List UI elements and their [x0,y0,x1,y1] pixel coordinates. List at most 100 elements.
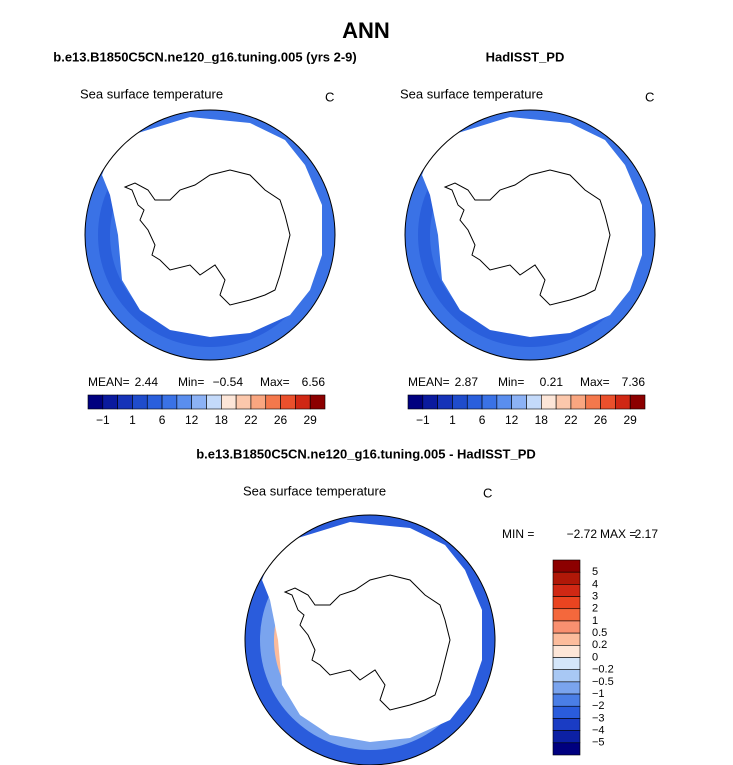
colorbar-box [552,705,581,719]
units: C [483,485,492,500]
stat-mean-label: MEAN= [88,375,130,389]
colorbar-box [295,394,311,410]
colorbar-box [132,394,148,410]
colorbar-label: −3 [592,712,605,724]
colorbar-label: 3 [592,590,598,602]
colorbar-box [552,742,581,756]
polar-map [245,515,495,765]
colorbar-label: 0.2 [592,639,607,651]
colorbar-box [629,394,646,410]
polar-map [85,110,335,360]
field-name: Sea surface temperature [243,483,386,498]
figure-title: ANN [342,18,390,43]
colorbar-label: 1 [129,413,136,427]
colorbar-box [552,718,581,731]
colorbar-box [552,620,581,634]
stat-min-label: Min= [498,375,524,389]
colorbar-label: 1 [592,615,598,627]
colorbar-box [552,669,581,683]
colorbar-label: 18 [535,413,549,427]
colorbar-label: 6 [159,413,166,427]
colorbar-label: 22 [564,413,578,427]
colorbar-box [146,394,163,410]
colorbar-box [206,394,222,410]
colorbar-box [552,681,581,695]
map-border [84,109,336,361]
colorbar-box [481,394,498,410]
colorbar-label: −5 [592,737,605,749]
stat-mean-label: MEAN= [408,375,450,389]
stat-max: 6.56 [302,375,326,389]
colorbar-label: −4 [592,725,605,737]
colorbar-label: 29 [624,413,638,427]
colorbar-box [552,657,581,670]
stat-min: 0.21 [540,375,564,389]
panel-subtitle: b.e13.B1850C5CN.ne120_g16.tuning.005 - H… [196,446,536,461]
colorbar-label: 4 [592,578,598,590]
colorbar-box [309,394,326,410]
colorbar-label: 0 [592,651,598,663]
colorbar-box [541,394,557,410]
colorbar-box [600,394,616,410]
colorbar-box [265,394,281,410]
polar-map [405,110,655,360]
stat-min: −0.54 [213,375,244,389]
sea-ice-region [102,117,322,337]
colorbar-box [437,394,453,410]
colorbar-box [585,394,601,410]
colorbar-box [570,394,587,410]
colorbar-box [552,559,581,573]
stat-mean: 2.44 [135,375,159,389]
antarctica-coastline [443,169,611,306]
colorbar-box [552,730,581,744]
field-name: Sea surface temperature [80,86,223,101]
colorbar-label: −1 [592,688,605,700]
colorbar-box [250,394,267,410]
colorbar-box [552,632,581,646]
colorbar-box [511,394,527,410]
colorbar-label: −1 [96,413,110,427]
colorbar-box [102,394,118,410]
colorbar-box [466,394,483,410]
stat-max-label: Max= [580,375,610,389]
colorbar-label: 26 [274,413,288,427]
sea-ice-region [262,522,482,742]
colorbar-box [87,394,104,410]
colorbar-box [422,394,438,410]
colorbar-label: 29 [304,413,318,427]
colorbar-label: −0.5 [592,676,614,688]
colorbar-label: 5 [592,566,598,578]
colorbar-label: −0.2 [592,664,614,676]
colorbar-label: 18 [215,413,229,427]
stat-mean: 2.87 [455,375,479,389]
panel-subtitle: HadISST_PD [486,49,565,64]
colorbar-box [552,584,581,597]
colorbar-box [552,596,581,610]
colorbar-box [176,394,192,410]
range-min-label: MIN = [502,527,534,541]
sea-ice-region [422,117,642,337]
colorbar-label: 12 [505,413,519,427]
colorbar-box [555,394,572,410]
colorbar-box [552,608,581,622]
colorbar-box [191,394,207,410]
antarctica-coastline [123,169,291,306]
colorbar-box [452,394,468,410]
colorbar-box [235,394,252,410]
colorbar-box [496,394,512,410]
colorbar-label: 2 [592,603,598,615]
colorbar-box [552,645,581,658]
colorbar-box [280,394,296,410]
colorbar-box [526,394,542,410]
colorbar-box [407,394,424,410]
colorbar-label: 0.5 [592,627,607,639]
range-max-label: MAX = [600,527,636,541]
units: C [325,89,334,104]
colorbar-box [221,394,237,410]
colorbar-label: 26 [594,413,608,427]
colorbar-label: 22 [244,413,258,427]
colorbar-box [552,571,581,585]
range-max: 2.17 [635,527,659,541]
stat-max-label: Max= [260,375,290,389]
